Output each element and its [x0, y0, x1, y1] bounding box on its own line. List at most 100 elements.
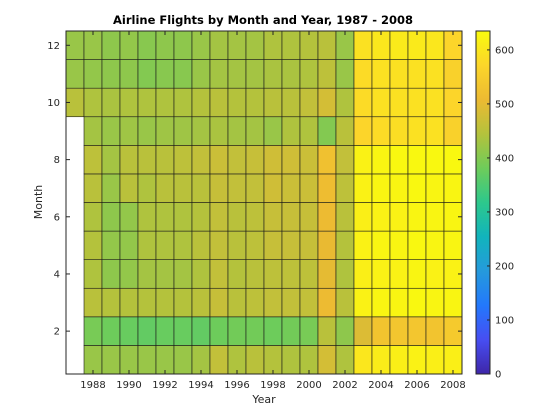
heatmap-cell — [425, 87, 445, 118]
x-tick-label: 1990 — [116, 380, 141, 391]
heatmap-cell — [389, 116, 409, 146]
heatmap-cell — [299, 116, 319, 146]
heatmap-cell — [137, 30, 157, 60]
heatmap-cell — [263, 316, 283, 346]
heatmap-cell — [263, 345, 283, 375]
heatmap-cell — [227, 259, 247, 289]
heatmap-cell — [119, 202, 139, 232]
heatmap-cell — [407, 202, 427, 232]
heatmap-cell — [353, 316, 373, 346]
heatmap-cell — [101, 87, 121, 118]
heatmap-cell — [389, 259, 409, 289]
heatmap-cell — [335, 87, 355, 118]
heatmap-cell — [191, 87, 211, 118]
heatmap-cell — [173, 345, 193, 375]
heatmap-cell — [83, 59, 103, 89]
x-tick-label: 2002 — [332, 380, 357, 391]
heatmap-cell — [245, 259, 265, 289]
heatmap-cell — [155, 116, 175, 146]
heatmap-cell — [299, 345, 319, 375]
heatmap-cell — [407, 287, 427, 318]
y-tick-label: 8 — [54, 155, 60, 166]
x-tick-label: 1998 — [260, 380, 285, 391]
heatmap-cell — [155, 87, 175, 118]
heatmap-cell — [299, 87, 319, 118]
heatmap-cell — [101, 287, 121, 318]
heatmap-cell — [443, 59, 463, 89]
heatmap-cell — [299, 259, 319, 289]
heatmap-cell — [173, 30, 193, 60]
heatmap-cell — [263, 30, 283, 60]
heatmap-cell — [281, 59, 301, 89]
heatmap-cell — [137, 87, 157, 118]
heatmap-cell — [389, 230, 409, 260]
heatmap-cell — [83, 173, 103, 203]
heatmap-cell — [335, 30, 355, 60]
heatmap-cell — [227, 59, 247, 89]
heatmap-cell — [101, 30, 121, 60]
heatmap-cell — [371, 202, 391, 232]
heatmap-cell — [191, 145, 211, 175]
heatmap-cell — [137, 173, 157, 203]
heatmap-cell — [281, 30, 301, 60]
x-tick-label: 2006 — [404, 380, 429, 391]
heatmap-cell — [83, 30, 103, 60]
heatmap-cell — [281, 145, 301, 175]
heatmap-cell — [263, 116, 283, 146]
heatmap-cell — [227, 287, 247, 318]
heatmap-cell — [83, 116, 103, 146]
heatmap-cell — [83, 287, 103, 318]
heatmap-cell — [263, 173, 283, 203]
heatmap-cell — [299, 173, 319, 203]
heatmap-cell — [317, 87, 337, 118]
heatmap-cell — [353, 259, 373, 289]
heatmap-cell — [173, 230, 193, 260]
heatmap-cell — [245, 316, 265, 346]
heatmap-cell — [191, 230, 211, 260]
heatmap-cell — [281, 87, 301, 118]
heatmap-cell — [173, 59, 193, 89]
heatmap-cell — [353, 59, 373, 89]
heatmap-cell — [83, 345, 103, 375]
heatmap-cell — [425, 30, 445, 60]
heatmap-cell — [155, 59, 175, 89]
heatmap-cell — [371, 345, 391, 375]
heatmap-cell — [101, 202, 121, 232]
heatmap-cell — [155, 145, 175, 175]
heatmap-cell — [191, 173, 211, 203]
heatmap-cell — [101, 230, 121, 260]
heatmap-cell — [191, 202, 211, 232]
heatmap-cell — [389, 59, 409, 89]
heatmap-cell — [335, 202, 355, 232]
heatmap-cell — [317, 287, 337, 318]
heatmap-cell — [335, 116, 355, 146]
heatmap-cell — [317, 202, 337, 232]
heatmap-cell — [353, 230, 373, 260]
heatmap-cell — [281, 345, 301, 375]
heatmap-cell — [353, 116, 373, 146]
heatmap-cell — [191, 30, 211, 60]
heatmap-cell — [119, 287, 139, 318]
heatmap-cell — [245, 202, 265, 232]
heatmap-cell — [209, 230, 229, 260]
heatmap-cell — [299, 30, 319, 60]
colorbar-tick-label: 500 — [495, 99, 514, 110]
heatmap-cell — [299, 230, 319, 260]
x-tick-label: 1988 — [80, 380, 105, 391]
heatmap-cell — [119, 87, 139, 118]
heatmap-cell — [191, 259, 211, 289]
heatmap-cell — [137, 345, 157, 375]
heatmap-cell — [425, 316, 445, 346]
heatmap-cell — [263, 59, 283, 89]
heatmap-cell — [137, 287, 157, 318]
heatmap-cell — [425, 116, 445, 146]
heatmap-cell — [209, 173, 229, 203]
heatmap-cell — [83, 202, 103, 232]
heatmap-cell — [353, 345, 373, 375]
heatmap-cell — [389, 345, 409, 375]
heatmap-cell — [443, 287, 463, 318]
heatmap-cell — [173, 116, 193, 146]
heatmap-cell — [155, 30, 175, 60]
y-tick-label: 6 — [54, 212, 60, 223]
heatmap-cell — [137, 59, 157, 89]
